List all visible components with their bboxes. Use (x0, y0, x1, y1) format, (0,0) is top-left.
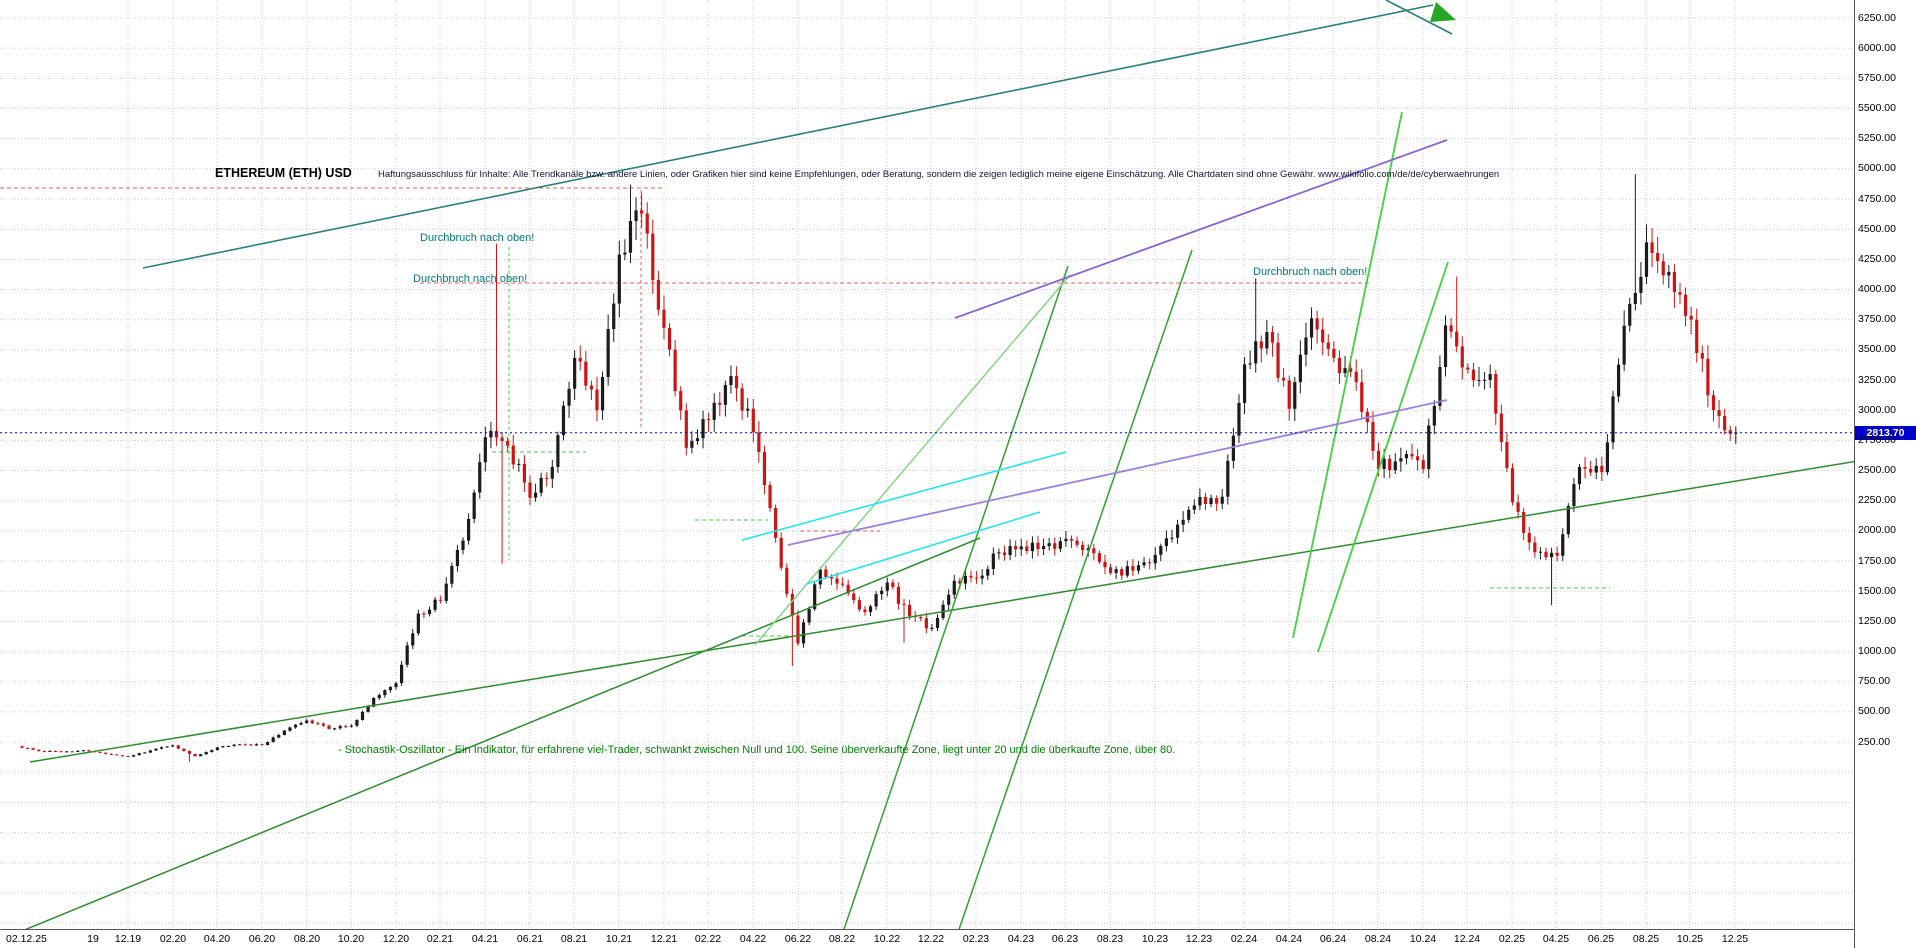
annotation-breakout-2: Durchbruch nach oben! (413, 273, 528, 285)
candlestick-series (20, 174, 1738, 762)
x-axis-label: 10.24 (1409, 933, 1437, 945)
level-lines (0, 187, 1610, 637)
x-axis-label: 10.25 (1676, 933, 1704, 945)
x-axis-label: 06.25 (1587, 933, 1615, 945)
trend-lightgreen-mid (754, 274, 1071, 646)
y-axis-label: 500.00 (1858, 705, 1891, 718)
x-axis-label: 10.23 (1141, 933, 1169, 945)
x-axis-label: 02.20 (159, 933, 187, 945)
x-axis-label: 04.23 (1007, 933, 1035, 945)
y-axis-border (1854, 0, 1855, 948)
x-axis-label: 12.24 (1453, 933, 1481, 945)
y-axis-label: 5500.00 (1858, 102, 1896, 114)
y-axis-label: 6000.00 (1858, 41, 1896, 54)
x-axis-label: 04.21 (471, 933, 499, 945)
current-price-label: 2813.70 (1855, 425, 1916, 440)
channel-teal-corner (1385, 0, 1453, 35)
x-axis-label: 06.20 (248, 933, 276, 945)
disclaimer-text: Haftungsausschluss für Inhalte: Alle Tre… (378, 169, 1500, 180)
y-axis-label: 1000.00 (1858, 645, 1896, 658)
y-axis-label: 5250.00 (1858, 132, 1896, 145)
trend-cyan-2 (805, 511, 1041, 585)
x-axis-label: 08.21 (560, 933, 588, 945)
x-axis-label: 08.24 (1364, 933, 1392, 945)
stochastic-note: - Stochastik-Oszillator - Ein Indikator,… (338, 744, 1176, 756)
x-axis-border (0, 929, 1854, 930)
grid (0, 0, 1854, 929)
y-axis-label: 4250.00 (1858, 252, 1896, 265)
y-axis-label: 1250.00 (1858, 614, 1896, 627)
x-axis-label: 10.20 (337, 933, 365, 945)
y-axis-label: 2000.00 (1858, 524, 1896, 537)
support-green-left (24, 537, 981, 929)
trend-cyan-1 (741, 451, 1067, 541)
x-axis-label: 08.23 (1096, 933, 1124, 945)
x-axis-label: 02.23 (962, 933, 990, 945)
x-axis-label: 06.23 (1051, 933, 1079, 945)
y-axis-label: 4500.00 (1858, 222, 1896, 235)
y-axis-label: 3250.00 (1858, 373, 1896, 386)
y-axis-label: 3500.00 (1858, 343, 1896, 356)
x-axis-label: 08.20 (293, 933, 321, 945)
y-axis-label: 3750.00 (1858, 313, 1896, 326)
trend-violet-lower (787, 399, 1448, 546)
x-axis-label: 06.22 (784, 933, 812, 945)
trend-green-steep-1 (843, 265, 1069, 929)
x-axis-label: 02.25 (1498, 933, 1526, 945)
y-axis-label: 4750.00 (1858, 192, 1896, 205)
support-green-long (29, 460, 1854, 763)
trend-lime-steep-2 (1317, 261, 1449, 653)
x-axis-label: 12.20 (382, 933, 410, 945)
x-axis-label: 04.22 (739, 933, 767, 945)
x-axis-label: 02.12.25 (6, 933, 47, 945)
trend-lime-steep-1 (1292, 111, 1403, 639)
y-axis-label: 4000.00 (1858, 283, 1896, 296)
y-axis-label: 5000.00 (1858, 162, 1896, 175)
annotation-breakout-3: Durchbruch nach oben! (1253, 266, 1368, 278)
y-axis-label: 5750.00 (1858, 71, 1896, 84)
x-axis-label: 02.22 (694, 933, 722, 945)
x-axis-label: 02.21 (426, 933, 454, 945)
x-axis-label: 19 (87, 933, 99, 945)
trend-violet-upper (954, 139, 1448, 319)
x-axis-label: 08.22 (828, 933, 856, 945)
y-axis-label: 2250.00 (1858, 494, 1896, 507)
x-axis-label: 06.21 (516, 933, 544, 945)
x-axis-label: 08.25 (1632, 933, 1660, 945)
y-axis-label: 750.00 (1858, 675, 1891, 688)
green-arrow-icon (1430, 2, 1456, 22)
x-axis-label: 10.21 (605, 933, 633, 945)
x-axis-label: 12.22 (917, 933, 945, 945)
trend-green-steep-2 (958, 249, 1193, 929)
y-axis-label: 1500.00 (1858, 584, 1896, 597)
y-axis-label: 250.00 (1858, 735, 1891, 748)
x-axis-label: 04.20 (203, 933, 231, 945)
x-axis-label: 02.24 (1230, 933, 1258, 945)
x-axis-label: 12.21 (650, 933, 678, 945)
x-axis-label: 12.19 (114, 933, 142, 945)
y-axis-label: 6250.00 (1858, 11, 1896, 24)
y-axis-label: 1750.00 (1858, 554, 1896, 567)
y-axis-label: 3000.00 (1858, 403, 1896, 416)
chart-title: ETHEREUM (ETH) USD (215, 166, 352, 180)
x-axis-label: 04.25 (1542, 933, 1570, 945)
x-axis-label: 10.22 (873, 933, 901, 945)
channel-upper-teal (142, 4, 1434, 269)
x-axis-label: 04.24 (1275, 933, 1303, 945)
x-axis-label: 06.24 (1319, 933, 1347, 945)
x-axis-label: 12.23 (1185, 933, 1213, 945)
y-axis-label: 2750.00 (1858, 433, 1896, 446)
x-axis-label: 12.25 (1721, 933, 1749, 945)
annotation-breakout-1: Durchbruch nach oben! (420, 232, 535, 244)
y-axis-label: 2500.00 (1858, 464, 1896, 477)
